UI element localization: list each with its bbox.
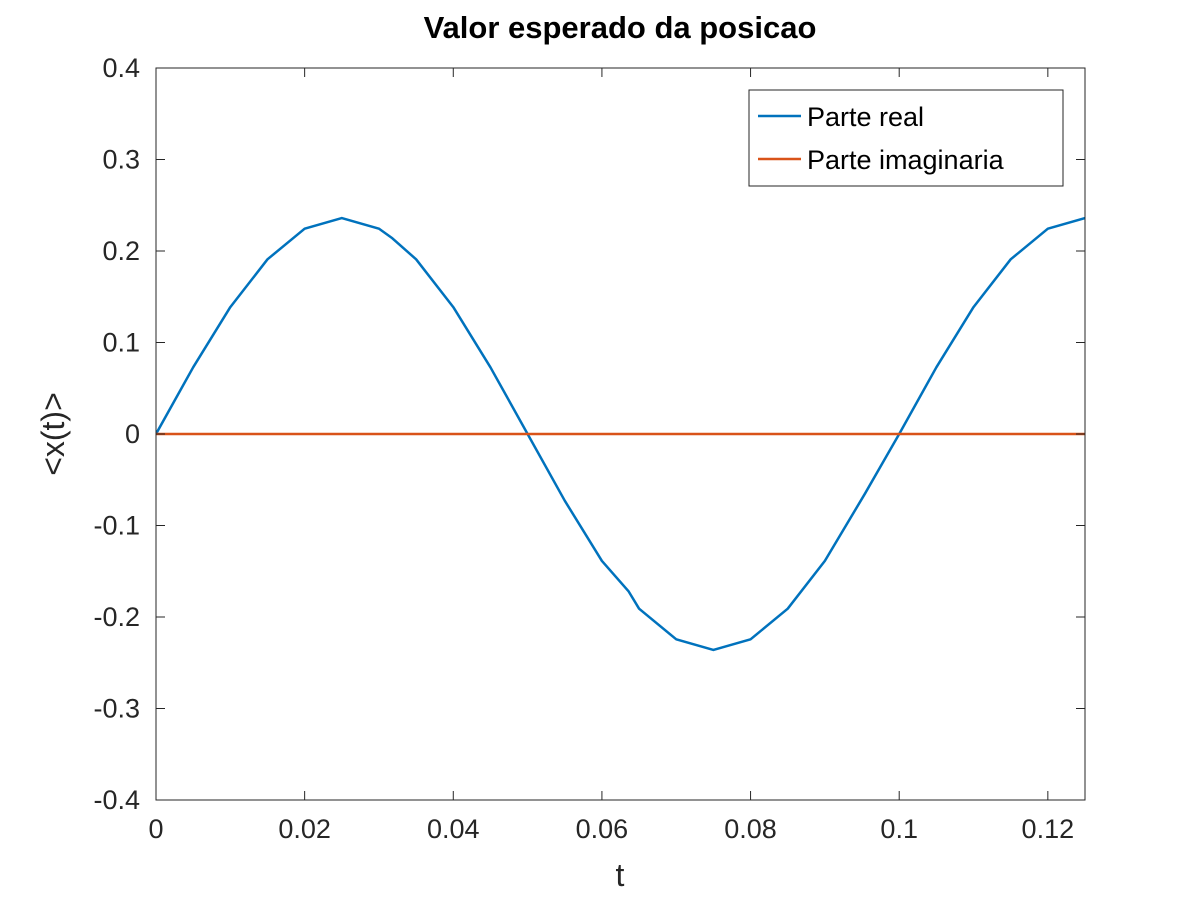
y-tick-label: 0.4 (102, 53, 140, 83)
x-tick-label: 0.12 (1022, 814, 1075, 844)
y-tick-label: -0.2 (93, 602, 140, 632)
x-tick-label: 0.1 (880, 814, 918, 844)
x-tick-label: 0.02 (278, 814, 331, 844)
y-tick-label: -0.1 (93, 511, 140, 541)
legend-entry-label: Parte imaginaria (807, 145, 1005, 175)
y-tick-label: 0.3 (102, 145, 140, 175)
chart-title: Valor esperado da posicao (424, 10, 817, 45)
x-tick-label: 0.06 (576, 814, 629, 844)
x-tick-label: 0.08 (724, 814, 777, 844)
y-tick-label: -0.4 (93, 785, 140, 815)
plot-marks (156, 216, 1085, 652)
y-tick-label: 0.1 (102, 328, 140, 358)
plot-border (155, 67, 1086, 801)
x-tick-label: 0 (148, 814, 163, 844)
y-tick-label: 0.2 (102, 236, 140, 266)
legend: Parte real Parte imaginaria (748, 89, 1064, 187)
tick-labels: 0 0.02 0.04 0.06 0.08 0.1 0.12 -0.4 -0.3 -0.2 -0.1… (93, 53, 1074, 844)
series-line-0 (156, 216, 1085, 652)
y-tick-label: -0.3 (93, 694, 140, 724)
x-tick-label: 0.04 (427, 814, 480, 844)
legend-box (748, 89, 1064, 187)
x-axis-label: t (616, 857, 625, 893)
y-axis-label: <x(t)> (35, 392, 71, 476)
y-tick-label: 0 (125, 419, 140, 449)
legend-entry-label: Parte real (807, 102, 924, 132)
